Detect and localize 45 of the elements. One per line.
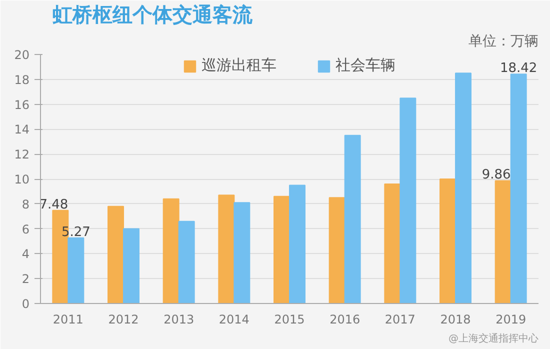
- x-tick-label: 2012: [108, 312, 139, 326]
- bar: [384, 183, 401, 304]
- bar: [274, 196, 290, 304]
- bar: [289, 184, 306, 304]
- y-tick-label: 18: [14, 72, 30, 87]
- y-tick-label: 12: [14, 148, 30, 162]
- bar: [494, 180, 512, 304]
- y-tick-label: 14: [14, 122, 30, 137]
- bar: [328, 197, 346, 304]
- x-tick-label: 2019: [496, 312, 526, 326]
- text: @上海交通指挥中心: [448, 332, 538, 344]
- data-label: 18.42: [500, 61, 538, 76]
- y-tick-label: 10: [14, 172, 30, 186]
- bar: [344, 134, 361, 304]
- chart-title: 虹桥枢纽个体交通客流: [52, 2, 254, 26]
- bar: [455, 72, 472, 304]
- y-tick-label: 4: [22, 247, 30, 262]
- x-tick-label: 2015: [274, 312, 305, 326]
- y-tick-label: 20: [14, 48, 30, 62]
- y-tick-label: 6: [22, 222, 30, 236]
- bar: [108, 206, 124, 304]
- x-tick-label: 2016: [330, 312, 360, 326]
- y-tick-label: 16: [14, 98, 30, 112]
- legend-label: 巡游出租车: [202, 56, 276, 75]
- y-tick-label: 2: [22, 272, 30, 286]
- legend-label: 社会车辆: [336, 56, 396, 75]
- bar: [440, 178, 456, 304]
- bar: [234, 202, 250, 304]
- bar: [178, 220, 195, 304]
- bar: [68, 237, 84, 304]
- y-tick-label: 0: [22, 297, 30, 311]
- data-label: 7.48: [39, 197, 68, 212]
- text: 单位：万辆: [468, 34, 538, 50]
- bar: [400, 98, 416, 304]
- bar: [123, 228, 140, 304]
- x-tick-label: 2013: [164, 312, 194, 326]
- bar: [218, 194, 235, 304]
- x-tick-label: 2014: [218, 312, 250, 326]
- y-tick-label: 8: [22, 197, 30, 212]
- x-tick-label: 2011: [52, 312, 84, 326]
- bar: [162, 198, 180, 304]
- x-tick-label: 2017: [384, 312, 416, 326]
- bar: [510, 74, 527, 304]
- data-label: 9.86: [482, 168, 511, 183]
- x-tick-label: 2018: [440, 312, 471, 326]
